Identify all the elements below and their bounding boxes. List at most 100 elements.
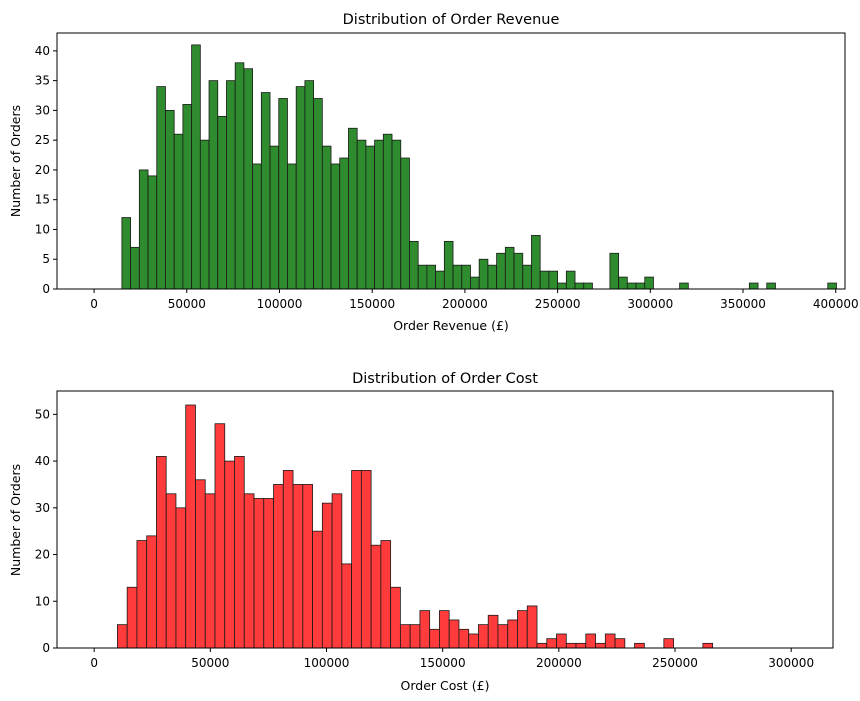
cost-bar (380, 540, 392, 649)
revenue-x-tick-label: 0 (90, 297, 98, 311)
revenue-bar (208, 80, 219, 290)
cost-bar (478, 624, 489, 649)
cost-bar (409, 624, 421, 649)
cost-bar (302, 484, 313, 649)
revenue-bar (173, 133, 184, 290)
revenue-bar (321, 145, 332, 290)
cost-bar (419, 610, 431, 649)
cost-bar (243, 493, 255, 649)
cost-bar (439, 610, 450, 649)
revenue-bar (400, 157, 410, 290)
cost-bar (526, 605, 538, 649)
revenue-x-tick-label: 100000 (257, 297, 303, 311)
revenue-bar (461, 264, 471, 290)
revenue-bar (409, 240, 419, 290)
revenue-bar (443, 240, 454, 290)
cost-bar (292, 484, 304, 649)
cost-bar (556, 633, 567, 649)
cost-bar (585, 633, 596, 649)
revenue-bar (330, 163, 341, 290)
revenue-bar (470, 276, 480, 290)
revenue-x-tick-label: 350000 (720, 297, 766, 311)
revenue-bar (252, 163, 262, 290)
revenue-x-tick-label: 400000 (813, 297, 859, 311)
revenue-bar (417, 264, 428, 290)
revenue-bar (609, 252, 620, 290)
cost-bar (448, 619, 460, 649)
revenue-bar (626, 282, 637, 290)
revenue-bar (295, 86, 306, 290)
revenue-bar (269, 145, 280, 290)
cost-plot-frame (56, 390, 834, 649)
cost-bar (273, 484, 284, 649)
cost-x-tick-label: 50000 (191, 656, 229, 670)
cost-bar (175, 507, 187, 649)
cost-bar (195, 479, 206, 649)
revenue-bar (679, 282, 689, 290)
cost-y-tick-label: 10 (35, 594, 50, 608)
cost-x-tick-label: 100000 (304, 656, 350, 670)
cost-y-tick-label: 0 (42, 641, 50, 655)
revenue-bar (426, 264, 437, 290)
revenue-x-tick-label: 150000 (349, 297, 395, 311)
cost-bar (214, 423, 226, 649)
cost-bar (565, 642, 577, 649)
cost-bar (370, 544, 382, 649)
cost-histogram-panel: Distribution of Order Cost 0 50000 100000 1… (8, 371, 834, 693)
revenue-bar (513, 252, 524, 290)
revenue-bar (452, 264, 463, 290)
revenue-bar (278, 98, 288, 290)
cost-y-tick-label: 20 (35, 548, 50, 562)
revenue-bar (313, 98, 323, 290)
revenue-bar (548, 270, 559, 290)
revenue-bar (504, 246, 515, 290)
revenue-x-tick-label: 250000 (535, 297, 581, 311)
revenue-y-ticks: 0 5 10 15 20 25 30 35 40 (35, 44, 57, 296)
revenue-bar (487, 264, 498, 290)
cost-bar (312, 530, 323, 649)
cost-bar (458, 628, 470, 649)
cost-bar (126, 586, 138, 649)
revenue-bar (539, 270, 550, 290)
revenue-bar (226, 80, 236, 290)
cost-bar (253, 498, 265, 649)
revenue-bars (121, 44, 837, 290)
revenue-bar (635, 282, 646, 290)
revenue-chart-title: Distribution of Order Revenue (343, 12, 560, 28)
revenue-bar (478, 258, 489, 290)
revenue-bar (574, 282, 585, 290)
revenue-histogram-panel: Distribution of Order Revenue 0 50000 1000… (8, 12, 859, 333)
cost-bar (351, 470, 362, 649)
revenue-bar (130, 246, 140, 290)
cost-y-tick-label: 30 (35, 501, 50, 515)
cost-x-tick-label: 0 (90, 656, 98, 670)
cost-bar (517, 610, 528, 649)
cost-bar (429, 628, 440, 649)
revenue-bar (121, 217, 132, 290)
cost-bars (117, 404, 714, 649)
cost-y-axis-label: Number of Orders (8, 464, 23, 576)
revenue-bar (583, 282, 593, 290)
cost-bar (234, 456, 245, 649)
cost-bar (399, 624, 411, 649)
cost-bar (156, 456, 167, 649)
revenue-y-tick-label: 35 (35, 74, 50, 88)
revenue-bar (618, 276, 628, 290)
revenue-y-tick-label: 0 (42, 282, 50, 296)
cost-bar (546, 638, 557, 649)
cost-y-ticks: 0 10 20 30 40 50 (35, 407, 57, 655)
revenue-bar (565, 270, 576, 290)
revenue-y-tick-label: 20 (35, 163, 50, 177)
revenue-y-axis-label: Number of Orders (8, 105, 23, 217)
cost-bar (204, 493, 216, 649)
revenue-x-ticks: 0 50000 100000 150000 200000 250000 300000 3500… (90, 289, 859, 311)
revenue-bar (374, 139, 384, 290)
cost-bar (507, 619, 518, 649)
revenue-y-tick-label: 5 (42, 252, 50, 266)
cost-bar (497, 624, 509, 649)
revenue-y-tick-label: 25 (35, 133, 50, 147)
cost-bar (263, 498, 274, 649)
revenue-bar (365, 145, 376, 290)
revenue-y-tick-label: 15 (35, 193, 50, 207)
cost-bar (595, 642, 606, 649)
